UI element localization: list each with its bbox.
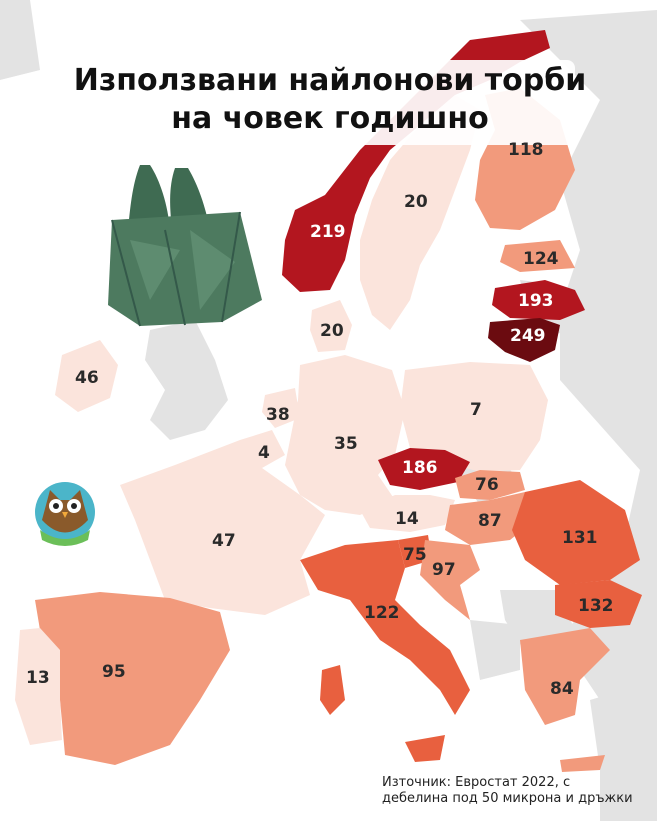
country-slovakia [455,470,525,500]
value-slovakia: 76 [475,475,499,495]
value-bulgaria: 132 [578,596,614,616]
country-romania [512,480,640,585]
value-france: 47 [212,531,236,551]
country-spain [35,592,230,765]
country-austria [360,495,455,532]
value-slovenia: 75 [403,545,427,565]
great-britain [145,320,228,440]
country-latvia [492,280,585,320]
source-note: Източник: Евростат 2022, с дебелина под … [382,775,652,807]
country-estonia [500,240,575,272]
country-norway [282,30,550,292]
country-netherlands [262,388,300,428]
source-line-1: Източник: Евростат 2022, с [382,775,571,790]
value-latvia: 193 [518,291,554,311]
title-line-1: Използвани найлонови торби [73,63,587,98]
country-czechia [378,448,470,490]
value-croatia: 97 [432,560,456,580]
country-germany [285,355,405,515]
value-portugal: 13 [26,668,50,688]
country-italy [300,540,470,715]
value-spain: 95 [102,662,126,682]
country-france [120,440,325,615]
value-denmark: 20 [320,321,344,341]
value-germany: 35 [334,434,358,454]
country-greece [520,628,610,725]
owl-logo-icon [35,482,95,546]
country-poland [400,362,548,472]
country-greece-crete [560,755,605,772]
value-estonia: 124 [523,249,559,269]
country-bulgaria [555,580,642,628]
country-hungary [445,492,535,545]
value-labels: 219 20 118 124 193 249 20 46 38 4 35 7 1… [26,140,614,699]
country-lithuania [488,318,560,362]
title-line-2: на човек годишно [171,101,489,136]
country-italy-sardinia [320,665,345,715]
value-poland: 7 [470,400,482,420]
value-lithuania: 249 [510,326,546,346]
country-sweden [360,95,480,330]
value-hungary: 87 [478,511,502,531]
value-belgium: 4 [258,443,270,463]
country-portugal [15,628,62,745]
value-ireland: 46 [75,368,99,388]
value-sweden: 20 [404,192,428,212]
value-czechia: 186 [402,458,438,478]
value-romania: 131 [562,528,598,548]
country-croatia [420,540,480,620]
source-line-2: дебелина под 50 микрона и дръжки [382,791,633,806]
value-netherlands: 38 [266,405,290,425]
value-italy: 122 [364,603,400,623]
value-norway: 219 [310,222,346,242]
value-austria: 14 [395,509,419,529]
country-denmark [310,300,352,352]
title-panel [85,60,575,145]
page-title: Използвани найлонови торби на човек годи… [70,62,590,138]
country-ireland [55,340,118,412]
plastic-bag-icon [108,165,262,327]
value-greece: 84 [550,679,574,699]
country-italy-sicily [405,735,445,762]
value-finland: 118 [508,140,544,160]
